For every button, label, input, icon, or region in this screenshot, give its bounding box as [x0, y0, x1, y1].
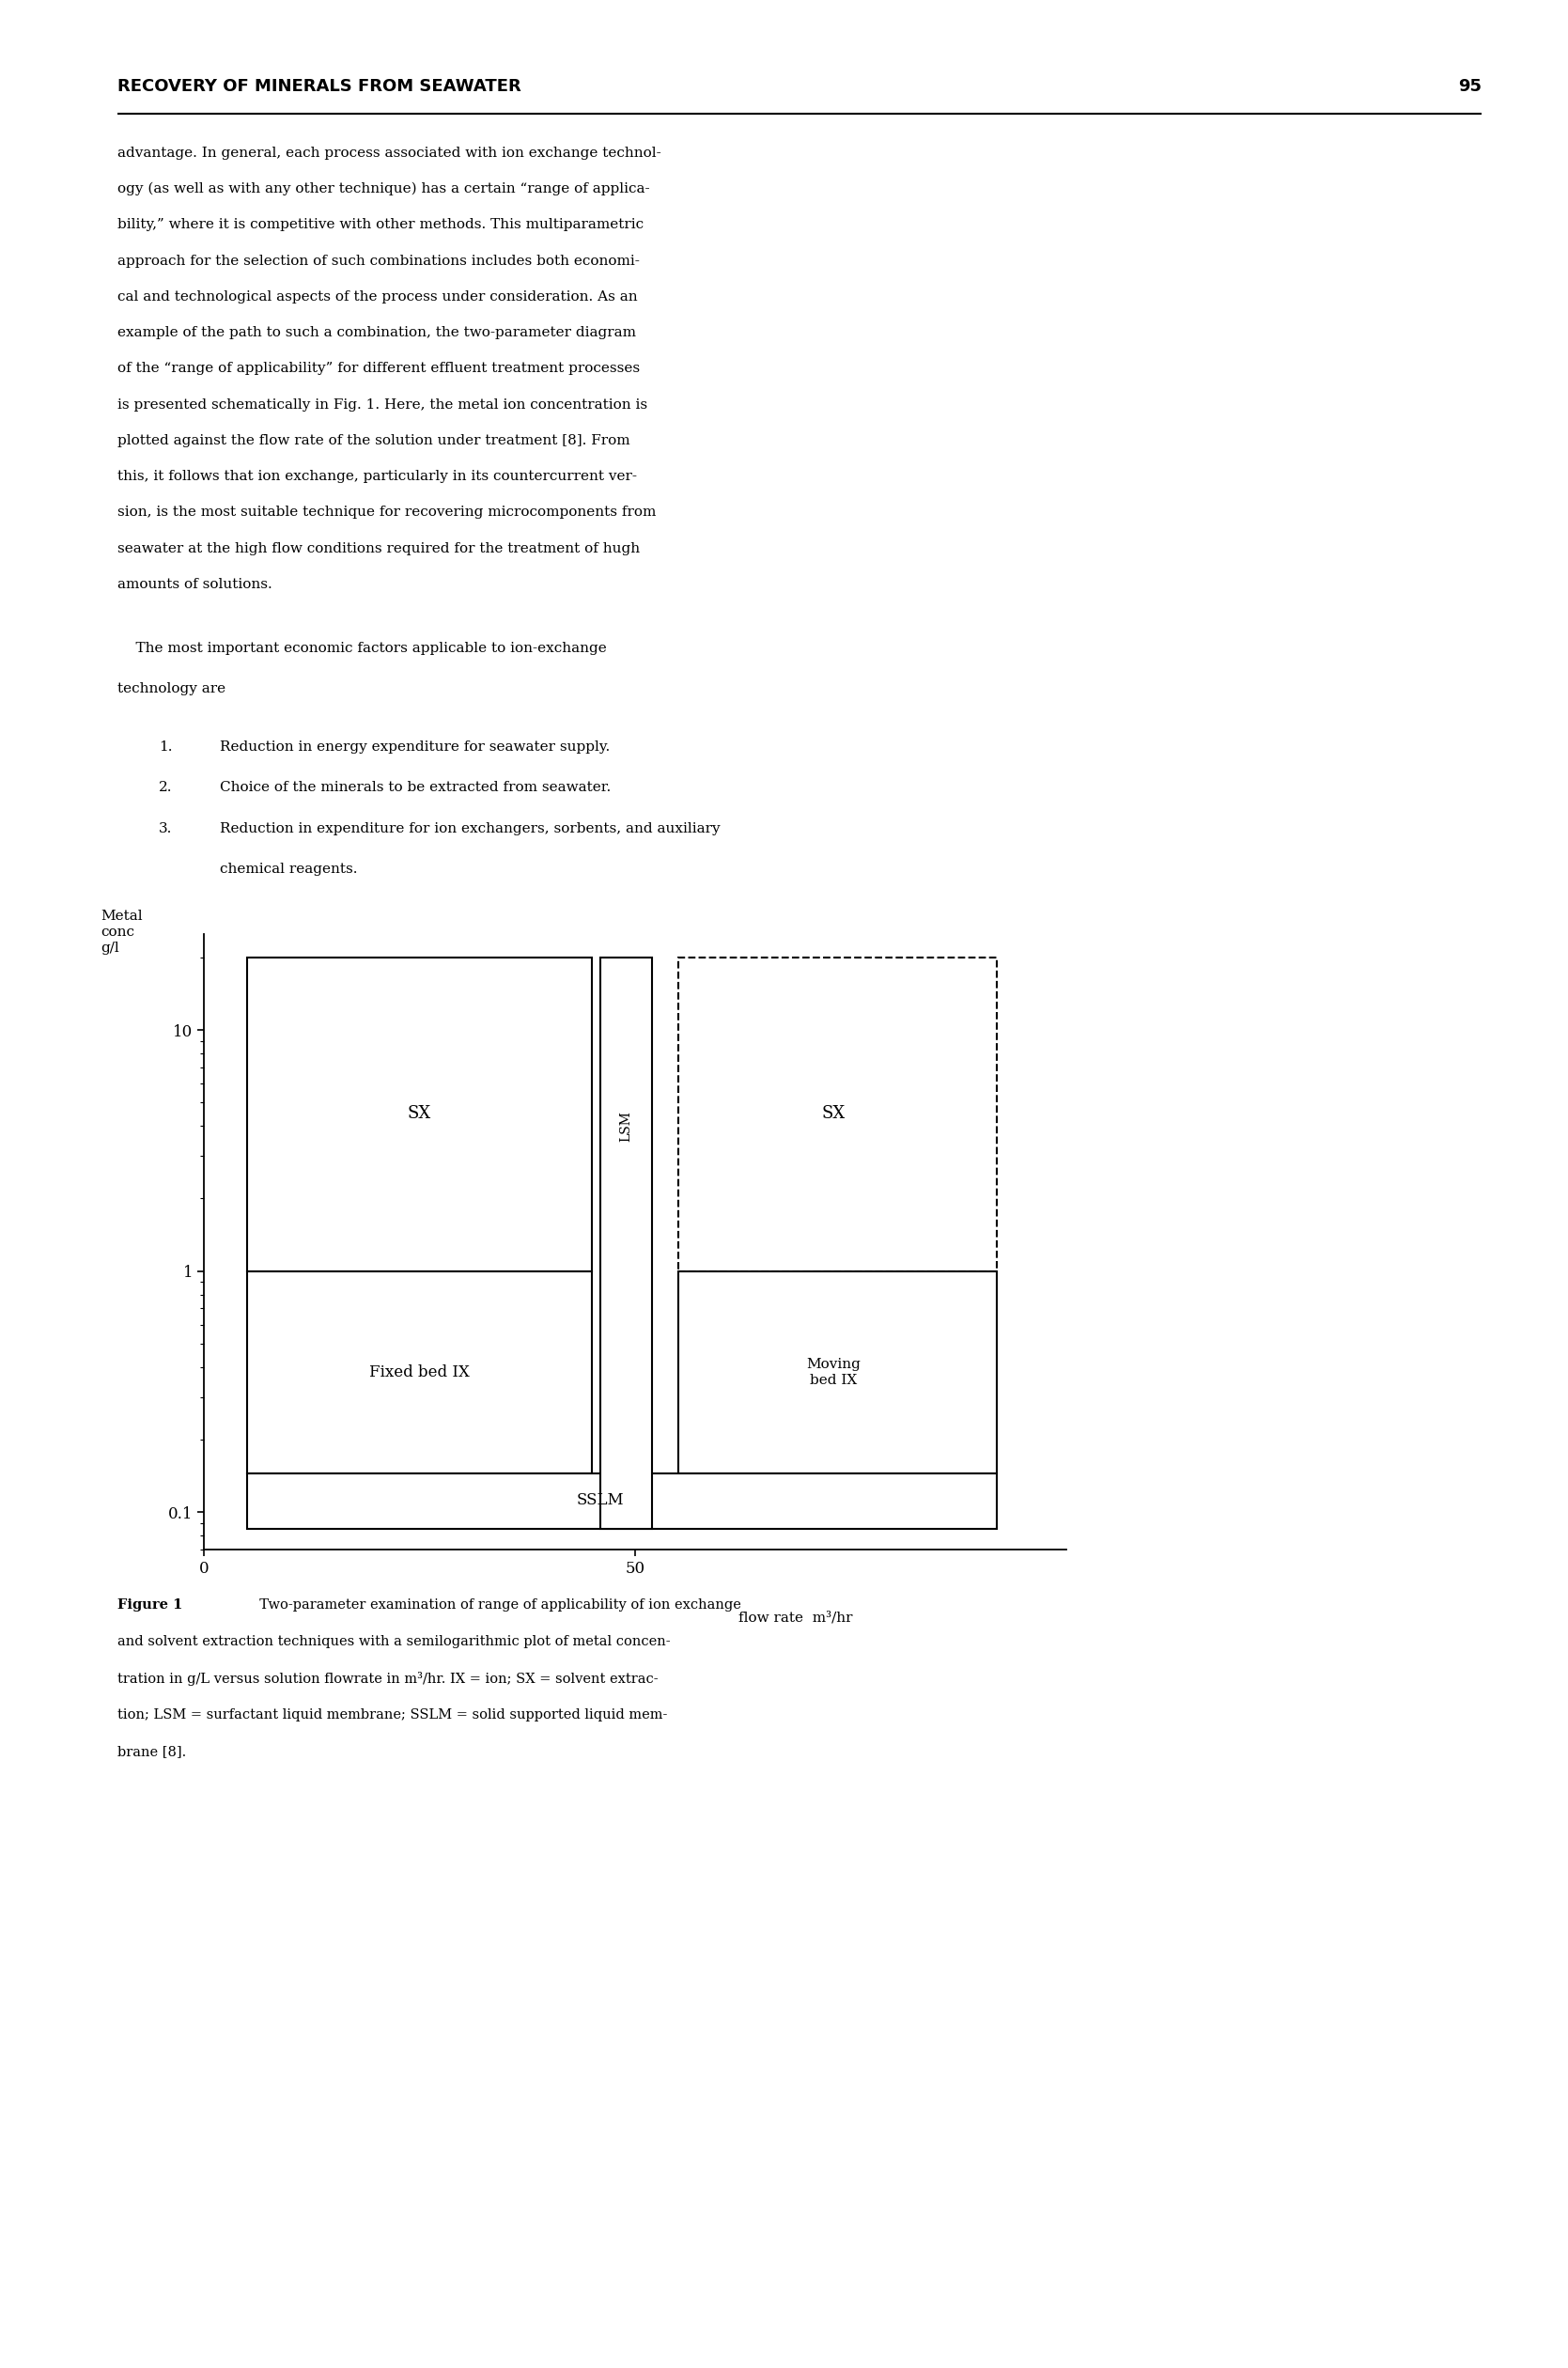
Text: 3.: 3.: [158, 822, 172, 836]
Text: SSLM: SSLM: [577, 1492, 624, 1508]
Text: plotted against the flow rate of the solution under treatment [8]. From: plotted against the flow rate of the sol…: [118, 433, 630, 448]
Text: 95: 95: [1458, 78, 1482, 95]
Text: RECOVERY OF MINERALS FROM SEAWATER: RECOVERY OF MINERALS FROM SEAWATER: [118, 78, 521, 95]
Bar: [248, 957, 593, 1272]
Text: The most important economic factors applicable to ion-exchange: The most important economic factors appl…: [118, 642, 607, 654]
Text: advantage. In general, each process associated with ion exchange technol-: advantage. In general, each process asso…: [118, 147, 662, 159]
Text: SX: SX: [822, 1106, 845, 1122]
Text: Reduction in expenditure for ion exchangers, sorbents, and auxiliary: Reduction in expenditure for ion exchang…: [220, 822, 720, 836]
Text: flow rate  m³/hr: flow rate m³/hr: [739, 1610, 853, 1624]
Bar: [679, 957, 997, 1272]
Text: cal and technological aspects of the process under consideration. As an: cal and technological aspects of the pro…: [118, 291, 638, 303]
Text: example of the path to such a combination, the two-parameter diagram: example of the path to such a combinatio…: [118, 327, 637, 339]
Bar: [601, 957, 652, 1530]
Text: and solvent extraction techniques with a semilogarithmic plot of metal concen-: and solvent extraction techniques with a…: [118, 1634, 671, 1648]
Text: this, it follows that ion exchange, particularly in its countercurrent ver-: this, it follows that ion exchange, part…: [118, 469, 637, 483]
Text: 1.: 1.: [158, 741, 172, 753]
Text: ogy (as well as with any other technique) has a certain “range of applica-: ogy (as well as with any other technique…: [118, 182, 649, 197]
Text: Reduction in energy expenditure for seawater supply.: Reduction in energy expenditure for seaw…: [220, 741, 610, 753]
Text: sion, is the most suitable technique for recovering microcomponents from: sion, is the most suitable technique for…: [118, 507, 657, 519]
Text: chemical reagents.: chemical reagents.: [220, 862, 358, 876]
Text: seawater at the high flow conditions required for the treatment of hugh: seawater at the high flow conditions req…: [118, 542, 640, 554]
Text: Figure 1: Figure 1: [118, 1598, 183, 1613]
Text: tration in g/L versus solution flowrate in m³/hr. IX = ion; SX = solvent extrac-: tration in g/L versus solution flowrate …: [118, 1672, 659, 1686]
Text: SX: SX: [408, 1106, 431, 1122]
Text: technology are: technology are: [118, 682, 226, 694]
Text: 2.: 2.: [158, 781, 172, 793]
Text: Metal
conc
g/l: Metal conc g/l: [100, 909, 143, 954]
Text: Moving
bed IX: Moving bed IX: [806, 1357, 861, 1388]
Text: approach for the selection of such combinations includes both economi-: approach for the selection of such combi…: [118, 253, 640, 268]
Bar: [248, 1272, 593, 1473]
Text: amounts of solutions.: amounts of solutions.: [118, 578, 273, 592]
Text: tion; LSM = surfactant liquid membrane; SSLM = solid supported liquid mem-: tion; LSM = surfactant liquid membrane; …: [118, 1707, 668, 1722]
Bar: [248, 1473, 997, 1530]
Text: Two-parameter examination of range of applicability of ion exchange: Two-parameter examination of range of ap…: [251, 1598, 742, 1613]
Text: bility,” where it is competitive with other methods. This multiparametric: bility,” where it is competitive with ot…: [118, 218, 644, 232]
Text: Choice of the minerals to be extracted from seawater.: Choice of the minerals to be extracted f…: [220, 781, 612, 793]
Text: is presented schematically in Fig. 1. Here, the metal ion concentration is: is presented schematically in Fig. 1. He…: [118, 398, 648, 412]
Text: Fixed bed IX: Fixed bed IX: [368, 1364, 470, 1381]
Text: brane [8].: brane [8].: [118, 1745, 187, 1757]
Bar: [679, 1272, 997, 1473]
Text: LSM: LSM: [619, 1111, 633, 1141]
Text: of the “range of applicability” for different effluent treatment processes: of the “range of applicability” for diff…: [118, 362, 640, 374]
